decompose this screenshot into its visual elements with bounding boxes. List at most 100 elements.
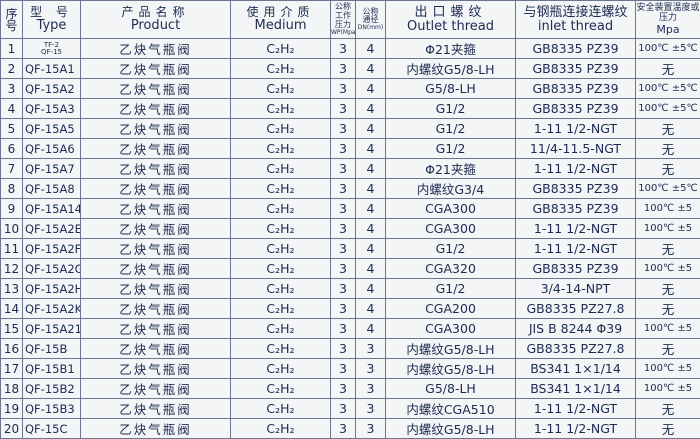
seq-cell: 16 <box>1 339 23 359</box>
safety-cell: 100℃ ±5℃ <box>636 79 700 99</box>
type-cell: QF-15A2H <box>23 279 81 299</box>
seq-cell: 9 <box>1 199 23 219</box>
inlet-cell: BS341 1×1/14 <box>516 359 636 379</box>
wp-cell: 3 <box>331 319 356 339</box>
outlet-cell: 内螺纹G5/8-LH <box>386 419 516 439</box>
type-cell: QF-15C <box>23 419 81 439</box>
outlet-cell: 内螺纹G5/8-LH <box>386 359 516 379</box>
product-cell: 乙炔气瓶阀 <box>81 339 231 359</box>
medium-cell: C₂H₂ <box>231 319 331 339</box>
safety-cell: 无 <box>636 139 700 159</box>
wp-cell: 3 <box>331 59 356 79</box>
inlet-cell: 1-11 1/2-NGT <box>516 399 636 419</box>
outlet-cell: 内螺纹G5/8-LH <box>386 339 516 359</box>
type-cell: QF-15B2 <box>23 379 81 399</box>
seq-cell: 2 <box>1 59 23 79</box>
dn-cell: 4 <box>356 179 386 199</box>
safety-cell: 100℃ ±5℃ <box>636 179 700 199</box>
inlet-cell: 1-11 1/2-NGT <box>516 419 636 439</box>
product-cell: 乙炔气瓶阀 <box>81 239 231 259</box>
type-cell: QF-15A5 <box>23 119 81 139</box>
type-cell: TF-2 QF-15 <box>23 39 81 59</box>
inlet-cell: GB8335 PZ39 <box>516 179 636 199</box>
seq-cell: 10 <box>1 219 23 239</box>
product-cell: 乙炔气瓶阀 <box>81 199 231 219</box>
outlet-cell: G1/2 <box>386 119 516 139</box>
product-cell: 乙炔气瓶阀 <box>81 279 231 299</box>
seq-cell: 14 <box>1 299 23 319</box>
product-cell: 乙炔气瓶阀 <box>81 139 231 159</box>
inlet-cell: 11/4-11.5-NGT <box>516 139 636 159</box>
outlet-cell: Φ21夹箍 <box>386 159 516 179</box>
safety-cell: 无 <box>636 239 700 259</box>
inlet-cell: BS341 1×1/14 <box>516 379 636 399</box>
medium-cell: C₂H₂ <box>231 39 331 59</box>
product-cell: 乙炔气瓶阀 <box>81 299 231 319</box>
wp-cell: 3 <box>331 299 356 319</box>
inlet-cell: 1-11 1/2-NGT <box>516 119 636 139</box>
safety-cell: 100℃ ±5 <box>636 219 700 239</box>
safety-cell: 无 <box>636 279 700 299</box>
inlet-cell: JIS B 8244 Φ39 <box>516 319 636 339</box>
type-cell: QF-15B3 <box>23 399 81 419</box>
wp-cell: 3 <box>331 239 356 259</box>
inlet-cell: 1-11 1/2-NGT <box>516 239 636 259</box>
type-cell: QF-15A14 <box>23 199 81 219</box>
product-cell: 乙炔气瓶阀 <box>81 99 231 119</box>
safety-cell: 无 <box>636 159 700 179</box>
wp-cell: 3 <box>331 359 356 379</box>
wp-cell: 3 <box>331 99 356 119</box>
wp-cell: 3 <box>331 79 356 99</box>
inlet-cell: 3/4-14-NPT <box>516 279 636 299</box>
type-cell: QF-15A21 <box>23 319 81 339</box>
medium-cell: C₂H₂ <box>231 139 331 159</box>
wp-cell: 3 <box>331 419 356 439</box>
medium-cell: C₂H₂ <box>231 399 331 419</box>
seq-cell: 6 <box>1 139 23 159</box>
dn-cell: 4 <box>356 139 386 159</box>
outlet-cell: G5/8-LH <box>386 379 516 399</box>
wp-cell: 3 <box>331 279 356 299</box>
type-cell: QF-15B1 <box>23 359 81 379</box>
dn-cell: 4 <box>356 99 386 119</box>
wp-cell: 3 <box>331 199 356 219</box>
seq-cell: 13 <box>1 279 23 299</box>
wp-cell: 3 <box>331 379 356 399</box>
inlet-cell: GB8335 PZ27.8 <box>516 299 636 319</box>
inlet-cell: GB8335 PZ39 <box>516 259 636 279</box>
type-cell: QF-15A3 <box>23 99 81 119</box>
safety-cell: 100℃ ±5 <box>636 199 700 219</box>
outlet-cell: CGA200 <box>386 299 516 319</box>
safety-cell: 100℃ ±5 <box>636 319 700 339</box>
wp-cell: 3 <box>331 259 356 279</box>
medium-cell: C₂H₂ <box>231 179 331 199</box>
seq-cell: 7 <box>1 159 23 179</box>
outlet-cell: CGA300 <box>386 199 516 219</box>
outlet-cell: 内螺纹G3/4 <box>386 179 516 199</box>
outlet-cell: G5/8-LH <box>386 79 516 99</box>
product-cell: 乙炔气瓶阀 <box>81 259 231 279</box>
outlet-cell: CGA300 <box>386 319 516 339</box>
outlet-cell: Φ21夹箍 <box>386 39 516 59</box>
type-cell: QF-15A2F <box>23 239 81 259</box>
dn-cell: 4 <box>356 299 386 319</box>
type-cell: QF-15A2G <box>23 259 81 279</box>
dn-cell: 3 <box>356 399 386 419</box>
medium-cell: C₂H₂ <box>231 119 331 139</box>
seq-cell: 15 <box>1 319 23 339</box>
dn-cell: 4 <box>356 119 386 139</box>
outlet-cell: 内螺纹G5/8-LH <box>386 59 516 79</box>
